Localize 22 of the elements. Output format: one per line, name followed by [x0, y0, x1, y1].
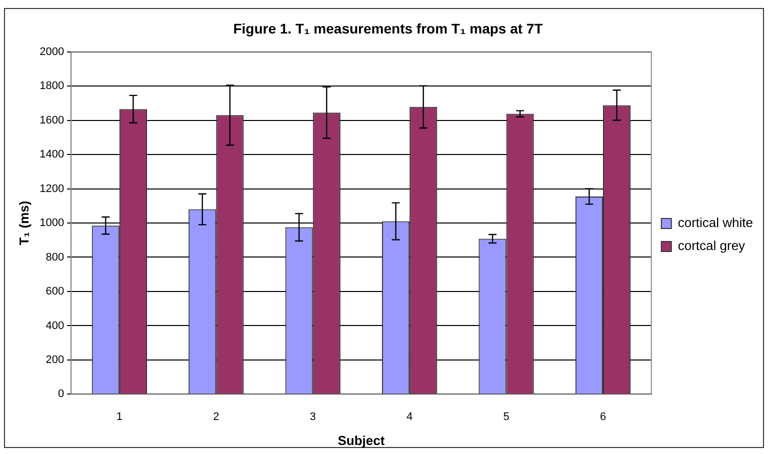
y-tick-label: 1600 [40, 114, 64, 126]
y-tick-label: 1000 [40, 217, 64, 230]
y-axis-title: T₁ (ms) [16, 200, 32, 246]
y-tick-label: 600 [46, 286, 64, 298]
x-tick-label: 1 [116, 410, 122, 423]
x-tick-label: 3 [310, 410, 316, 423]
y-tick-label: 0 [58, 388, 64, 400]
y-tick-label: 2000 [40, 46, 64, 58]
y-tick-label: 1400 [40, 148, 64, 161]
x-tick-label: 5 [503, 410, 510, 423]
y-tick-label: 200 [46, 354, 64, 366]
y-tick-label: 1800 [40, 80, 64, 92]
y-tick-label: 400 [46, 320, 64, 332]
x-tick-label: 2 [213, 410, 220, 423]
x-axis-title: Subject [338, 432, 386, 448]
y-tick-label: 1200 [40, 182, 64, 195]
chart-title: Figure 1. T₁ measurements from T₁ maps at 7T [233, 20, 544, 36]
x-tick-label: 6 [600, 410, 606, 423]
legend-label: cortical white [678, 215, 754, 230]
legend-label: cortcal grey [678, 238, 746, 254]
x-tick-label: 4 [406, 410, 413, 423]
y-tick-label: 800 [46, 251, 64, 264]
